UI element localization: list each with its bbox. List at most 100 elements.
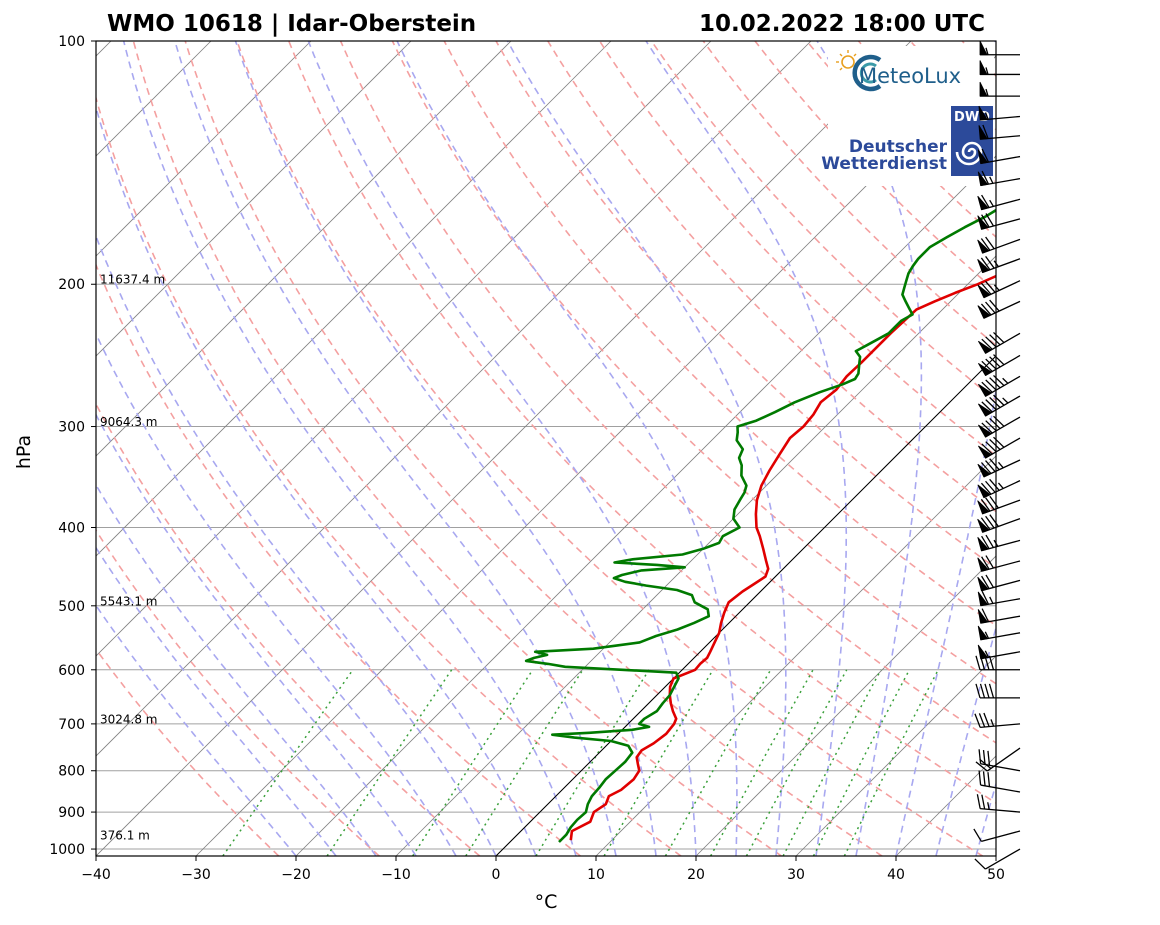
isotherm-line: [96, 41, 812, 757]
height-label: 3024.8 m: [100, 712, 158, 726]
wind-barb: [974, 712, 1021, 729]
isotherm-line: [0, 41, 11, 856]
height-label: 376.1 m: [100, 829, 150, 843]
wind-barb: [977, 495, 1021, 515]
wind-barb: [975, 683, 1020, 699]
wind-barb: [977, 458, 1021, 478]
moist-adiabat-line: [396, 41, 738, 856]
dry-adiabat-line: [391, 41, 996, 685]
moist-adiabat-line: [96, 234, 497, 856]
wind-barb: [977, 574, 1021, 592]
x-tick-label: −20: [281, 867, 311, 883]
moist-adiabat-line: [816, 41, 923, 856]
dry-adiabat-line: [236, 41, 984, 856]
wind-barb: [973, 828, 1021, 843]
wind-barb: [978, 374, 1021, 397]
wind-barb: [977, 170, 1021, 187]
wind-barb: [977, 194, 1021, 211]
x-tick-label: 20: [687, 867, 705, 883]
wind-barb: [974, 848, 1021, 870]
x-tick-label: 10: [587, 867, 605, 883]
x-tick-label: 30: [787, 867, 805, 883]
sounding-series: [524, 208, 996, 843]
dry-adiabat-line: [1066, 41, 1160, 856]
wind-barb: [977, 625, 1021, 641]
dry-adiabat-line: [288, 41, 996, 804]
y-tick-label: 1000: [49, 842, 85, 858]
wind-barb: [977, 280, 1021, 299]
wind-barb: [977, 213, 1021, 230]
moist-adiabat-line: [96, 483, 377, 856]
dry-adiabat-line: [598, 41, 996, 457]
dry-adiabats: [96, 41, 1160, 856]
wind-barb: [979, 81, 1020, 97]
y-axis-label: hPa: [13, 435, 35, 469]
wind-barb: [979, 60, 1020, 76]
isotherm-line: [795, 655, 996, 856]
isotherm-line: [695, 555, 996, 856]
height-label: 11637.4 m: [100, 273, 165, 287]
isotherm-line: [395, 255, 996, 856]
wind-barb: [977, 299, 1021, 319]
moist-adiabat-line: [174, 41, 617, 856]
dry-adiabat-line: [132, 41, 782, 856]
moist-adiabat-line: [122, 41, 577, 856]
temperature-profile-line: [569, 274, 996, 841]
mixing-ratio-line: [664, 669, 772, 856]
dry-adiabat-line: [443, 41, 996, 627]
dry-adiabat-line: [96, 402, 481, 856]
dry-adiabat-line: [1118, 41, 1160, 856]
x-tick-label: 0: [492, 867, 501, 883]
y-tick-label: 400: [58, 520, 85, 536]
wind-barb: [977, 514, 1021, 533]
dry-adiabat-line: [339, 41, 996, 744]
wind-barb: [978, 124, 1021, 140]
moist-adiabat-line: [96, 413, 417, 856]
isotherm-line: [995, 855, 996, 856]
dry-adiabat-line: [184, 41, 883, 856]
dwd-line2: Wetterdienst: [821, 154, 947, 174]
dwd-spiral-icon: [955, 141, 983, 166]
isotherm-line: [595, 455, 996, 856]
y-tick-label: 700: [58, 717, 85, 733]
meteolux-label: MeteoLux: [859, 64, 961, 88]
wind-barb: [978, 415, 1021, 438]
moist-adiabat-line: [975, 781, 996, 856]
datetime-title: 10.02.2022 18:00 UTC: [699, 11, 985, 37]
moist-adiabat-line: [96, 546, 337, 856]
moist-adiabat-line: [234, 41, 657, 856]
moist-adiabat-line: [96, 604, 297, 856]
wind-barb: [977, 534, 1021, 552]
meteolux-logo: MeteoLux: [836, 50, 961, 92]
y-tick-label: 300: [58, 420, 85, 436]
wind-barb: [978, 436, 1021, 459]
x-axis-label: °C: [535, 891, 558, 913]
moist-adiabat-line: [506, 41, 787, 856]
moist-adiabats: [96, 41, 996, 856]
mixing-ratio-line: [326, 669, 453, 856]
dwd-line1: Deutscher: [849, 137, 948, 157]
zero-isotherm: [495, 355, 996, 856]
logo-block: MeteoLux DWD Deutscher Wetterdienst: [821, 46, 994, 186]
height-labels: 11637.4 m 9064.3 m 5543.1 m 3024.8 m 376.1 m: [100, 273, 165, 843]
plot-frame: [95, 40, 997, 857]
y-axis: 100 200 300 400 500 600 700 800 900 1000: [49, 34, 96, 858]
y-tick-label: 800: [58, 764, 85, 780]
y-tick-label: 900: [58, 805, 85, 821]
mixing-ratio-line: [782, 669, 882, 856]
mixing-ratio-line: [412, 669, 534, 856]
mixing-ratio-line: [535, 669, 650, 856]
wind-barb: [979, 40, 1020, 56]
sun-icon: [836, 50, 857, 71]
mixing-ratio-line: [710, 669, 814, 856]
height-label: 9064.3 m: [100, 415, 158, 429]
moist-adiabat-line: [645, 41, 848, 856]
x-tick-label: 40: [887, 867, 905, 883]
plot-area: [0, 41, 1160, 856]
wind-barb: [977, 148, 1021, 165]
wind-barb: [978, 770, 1021, 793]
dry-adiabat-line: [96, 528, 380, 856]
height-label: 5543.1 m: [100, 594, 158, 608]
isotherm-line: [96, 41, 312, 257]
